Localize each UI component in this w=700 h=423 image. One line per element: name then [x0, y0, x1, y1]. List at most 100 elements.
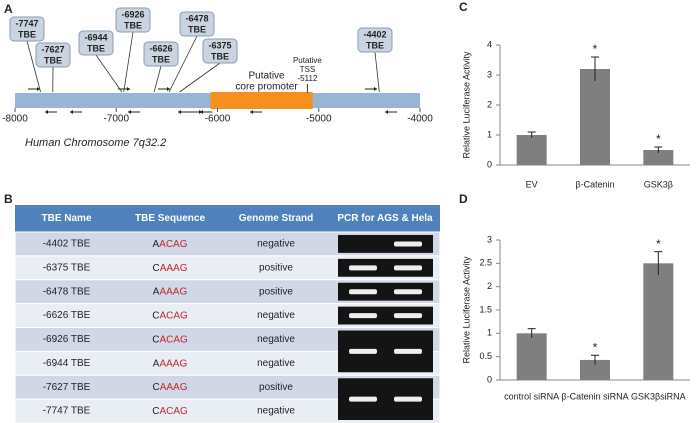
- primer-arrowhead: [167, 87, 170, 91]
- tbe-name: -7627 TBE: [43, 382, 91, 393]
- gel-band: [349, 396, 377, 402]
- tbe-name: -6926 TBE: [43, 334, 91, 345]
- tss-label: TSS: [300, 65, 316, 74]
- callout-label: TBE: [366, 40, 384, 50]
- y-tick-label: 2.5: [479, 258, 492, 268]
- promoter-label: Putative: [248, 71, 285, 82]
- gel-band: [394, 289, 422, 295]
- sequence-lead: A: [153, 358, 160, 369]
- sequence-core: ACAG: [159, 310, 188, 321]
- sequence-core: AAAG: [159, 358, 187, 369]
- x-tick-label: -6000: [205, 114, 231, 125]
- gel-band: [394, 265, 422, 271]
- callout-position: -4402: [363, 29, 386, 39]
- gel-image: [338, 258, 433, 277]
- genome-strand: positive: [259, 262, 293, 273]
- genome-strand: negative: [257, 334, 295, 345]
- bar: [516, 333, 547, 380]
- panel-label: A: [4, 2, 13, 16]
- gel-band: [349, 289, 377, 295]
- y-tick-label: 1: [487, 129, 492, 139]
- y-tick-label: 0: [487, 159, 492, 169]
- x-tick-label: -8000: [2, 114, 28, 125]
- primer-arrowhead: [200, 110, 203, 114]
- sequence-core: ACAG: [159, 239, 188, 250]
- y-tick-label: 2: [487, 99, 492, 109]
- sequence-lead: C: [152, 382, 159, 393]
- y-tick-label: 3: [487, 234, 492, 244]
- gel-image: [338, 235, 433, 253]
- callout-box: [9, 16, 45, 42]
- x-tick-label: control siRNA: [504, 391, 559, 401]
- tbe-sequence: AAAAG: [153, 358, 188, 369]
- genome-strand: positive: [259, 286, 293, 297]
- tbe-sequence: CAAAG: [152, 262, 187, 273]
- bar: [643, 150, 674, 165]
- tbe-sequence: CAAAG: [152, 382, 187, 393]
- primer-arrowhead: [128, 110, 131, 114]
- callout-pointer: [95, 54, 123, 93]
- callout-position: -7627: [41, 44, 64, 54]
- chromosome-name: Human Chromosome 7q32.2: [25, 137, 166, 149]
- tbe-name: -7747 TBE: [43, 406, 91, 417]
- sequence-core: AAAG: [159, 286, 187, 297]
- primer-arrowhead: [127, 87, 130, 91]
- genome-strand: negative: [257, 358, 295, 369]
- bar: [580, 359, 610, 380]
- x-tick-label: EV: [526, 179, 538, 189]
- gel-band: [394, 313, 422, 319]
- bar: [580, 69, 610, 165]
- panel-label: D: [459, 192, 468, 206]
- x-tick-label: GSK3βsiRNA: [631, 391, 686, 401]
- tbe-sequence: AACAG: [152, 239, 187, 250]
- callout-label: TBE: [124, 20, 142, 30]
- panel-label: B: [4, 192, 13, 206]
- genome-strand: positive: [259, 382, 293, 393]
- core-promoter: [210, 92, 313, 109]
- sequence-lead: A: [153, 286, 160, 297]
- significance-mark: *: [656, 132, 661, 146]
- header-cell: TBE Name: [41, 213, 91, 224]
- sequence-lead: C: [152, 262, 159, 273]
- gel-band: [349, 348, 377, 354]
- callout-pointer: [179, 62, 221, 93]
- callout-box: [78, 30, 114, 56]
- callout-label: TBE: [152, 54, 170, 64]
- sequence-core: AAAG: [160, 382, 188, 393]
- tbe-name: -6944 TBE: [43, 358, 91, 369]
- x-tick-label: GSK3β: [644, 179, 673, 189]
- callout-label: TBE: [44, 55, 62, 65]
- promoter-label: core promoter: [235, 82, 298, 93]
- header-cell: TBE Sequence: [135, 213, 205, 224]
- tbe-sequence: AAAAG: [153, 286, 188, 297]
- tbe-sequence: CACAG: [152, 334, 188, 345]
- tbe-sequence: CACAG: [152, 310, 188, 321]
- genome-strand: negative: [257, 239, 295, 250]
- y-tick-label: 0.5: [479, 351, 492, 361]
- gel-band: [349, 265, 377, 271]
- gel-band: [349, 313, 377, 319]
- tbe-name: -4402 TBE: [43, 239, 91, 250]
- genome-strand: negative: [257, 310, 295, 321]
- y-tick-label: 2: [487, 281, 492, 291]
- bar: [516, 135, 547, 165]
- gel-band: [394, 348, 422, 354]
- primer-arrowhead: [45, 110, 48, 114]
- header-cell: PCR for AGS & Hela: [337, 213, 433, 224]
- callout-label: TBE: [18, 29, 36, 39]
- header-cell: Genome Strand: [239, 213, 313, 224]
- callout-box: [143, 41, 179, 67]
- sequence-core: AAAG: [160, 262, 188, 273]
- callout-pointer: [26, 40, 42, 93]
- gel-band: [394, 241, 422, 247]
- gel-band: [394, 396, 422, 402]
- bar: [643, 263, 674, 380]
- primer-arrowhead: [178, 110, 181, 114]
- y-tick-label: 0: [487, 374, 492, 384]
- significance-mark: *: [593, 42, 598, 56]
- significance-mark: *: [656, 237, 661, 251]
- callout-position: -6375: [208, 40, 231, 50]
- y-axis-label: Relative Luciferase Activity: [461, 256, 471, 364]
- sequence-lead: A: [152, 239, 159, 250]
- sequence-lead: C: [152, 334, 159, 345]
